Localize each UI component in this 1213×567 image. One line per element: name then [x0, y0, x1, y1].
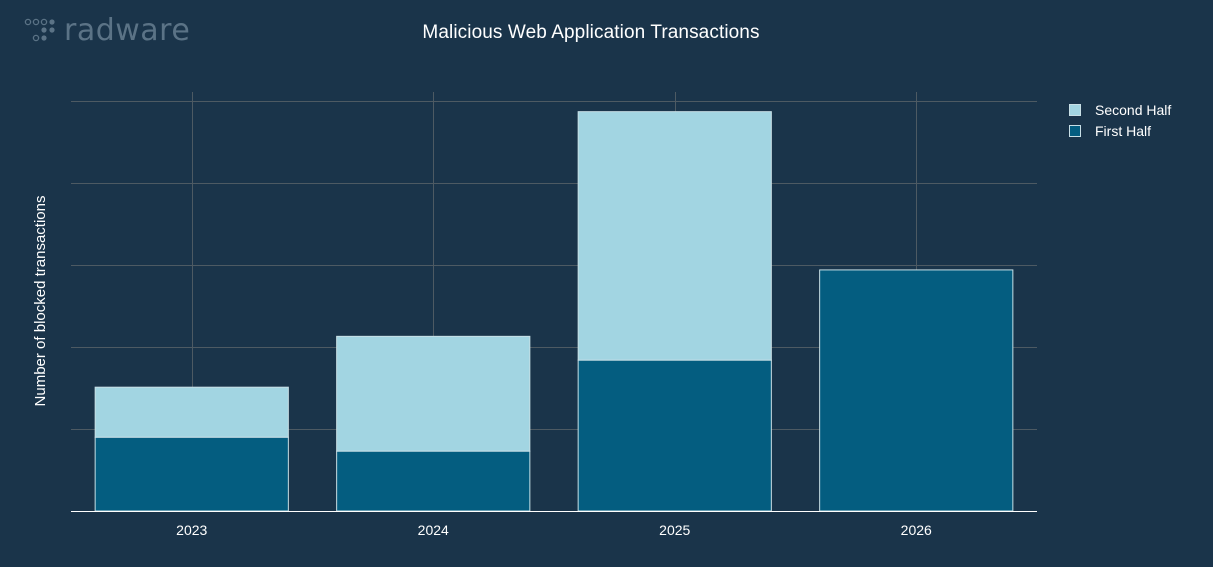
- legend-swatch: [1069, 103, 1081, 116]
- legend-label: Second Half: [1095, 101, 1172, 118]
- bar-second-half-2023: [94, 386, 289, 438]
- radware-dots-icon: [24, 18, 55, 42]
- x-tick-label: 2024: [418, 522, 449, 538]
- legend-item[interactable]: First Half: [1069, 120, 1171, 141]
- bar-first-half-2025: [577, 359, 772, 512]
- x-axis: 2023 2024 2025 2026: [71, 511, 1037, 538]
- x-tick-label: 2025: [659, 522, 690, 538]
- bar-second-half-2025: [577, 111, 772, 361]
- chart-bars: [94, 111, 1014, 512]
- x-tick-label: 2023: [176, 522, 207, 538]
- bar-first-half-2023: [94, 436, 289, 512]
- y-axis-label: Number of blocked transactions: [32, 196, 49, 407]
- bar-second-half-2024: [336, 335, 531, 452]
- chart-title: Malicious Web Application Transactions: [422, 22, 760, 43]
- logo-text: radware: [64, 13, 191, 48]
- bar-first-half-2026: [819, 269, 1014, 512]
- bar-first-half-2024: [336, 450, 531, 512]
- chart-legend: Second Half First Half: [1069, 99, 1171, 141]
- x-tick-label: 2026: [901, 522, 932, 538]
- radware-logo: radware: [24, 14, 190, 48]
- legend-swatch: [1069, 124, 1081, 137]
- legend-item[interactable]: Second Half: [1069, 99, 1171, 120]
- legend-label: First Half: [1095, 122, 1151, 139]
